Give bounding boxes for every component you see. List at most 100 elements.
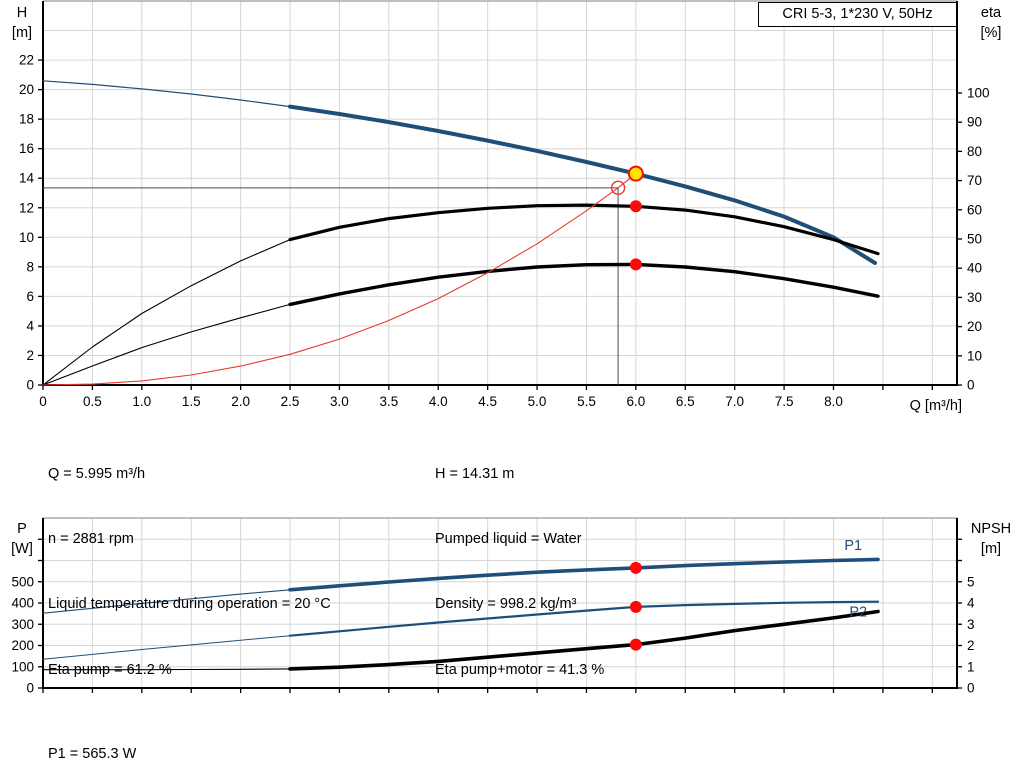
left-axis-title-p: P [W]: [2, 519, 42, 559]
power-annotations: P1 = 565.3 W P2 = 381.5 W NPSH = 2.04 m: [48, 700, 149, 781]
eta-pump-point: [629, 200, 642, 213]
right-axis-title-eta: eta [%]: [965, 3, 1017, 43]
y2-tick-label: 3: [967, 617, 975, 632]
x-tick-label: 6.5: [676, 394, 695, 409]
qh-tick-labels: 0 0.5 1.0 1.5 2.0 2.5 3.0 3.5 4.0 4.5 5.0 5.5 6.0 6.5…: [19, 53, 990, 409]
y-tick-label: 6: [26, 289, 34, 304]
y2-tick-label: 30: [967, 290, 982, 305]
axis-title-line: eta: [980, 5, 1002, 21]
power-npsh-chart: 0 100 200 300 400 500 0 1 2 3 4 5 P1 P2: [11, 517, 975, 696]
y2-tick-label: 90: [967, 115, 982, 130]
y-tick-label: 22: [19, 53, 34, 68]
axis-title-line: Q [m³/h]: [909, 398, 962, 414]
x-tick-label: 7.0: [725, 394, 744, 409]
npsh-curve-thin: [42, 668, 291, 671]
x-tick-label: 0.5: [83, 394, 102, 409]
pump-curve: [288, 104, 877, 265]
power-tick-labels: 0 100 200 300 400 500 0 1 2 3 4 5: [11, 574, 975, 695]
eta-pump-motor-curve: [288, 262, 880, 307]
series-label-p2: P2: [849, 605, 867, 621]
y-tick-label: 10: [19, 230, 34, 245]
duty-point-annotations-right: H = 14.31 m Pumped liquid = Water Densit…: [435, 420, 604, 725]
y2-tick-label: 2: [967, 638, 975, 653]
y-tick-label: 20: [19, 82, 34, 97]
p2-point: [629, 600, 642, 613]
annotation-line: Pumped liquid = Water: [435, 530, 582, 547]
x-tick-label: 2.0: [231, 394, 250, 409]
npsh-curve: [288, 609, 880, 671]
x-tick-label: 4.0: [429, 394, 448, 409]
annotation-line: Density = 998.2 kg/m³: [435, 596, 577, 613]
y2-tick-label: 70: [967, 173, 982, 188]
y2-tick-label: 60: [967, 202, 982, 217]
axis-title-line: P: [17, 521, 27, 537]
y-tick-label: 200: [11, 638, 34, 653]
series-label-p1: P1: [844, 538, 862, 554]
npsh-point: [629, 638, 642, 651]
x-tick-label: 3.0: [330, 394, 349, 409]
annotation-line: Q = 5.995 m³/h: [48, 465, 146, 482]
pump-title-box: CRI 5-3, 1*230 V, 50Hz: [758, 2, 957, 27]
y2-tick-label: 10: [967, 348, 982, 363]
axis-title-line: [W]: [11, 541, 33, 557]
annotation-line: H = 14.31 m: [435, 465, 515, 482]
operating-point: [627, 165, 644, 182]
qh-ticks: [38, 59, 962, 390]
axis-title-line: [%]: [980, 25, 1002, 41]
system-curve: [42, 173, 637, 386]
axis-title-line: [m]: [11, 25, 33, 41]
y-tick-label: 18: [19, 112, 34, 127]
y2-tick-label: 0: [967, 378, 975, 393]
p2-curve: [288, 600, 880, 637]
y-tick-label: 300: [11, 617, 34, 632]
x-tick-label: 6.0: [626, 394, 645, 409]
y-tick-label: 16: [19, 141, 34, 156]
y-tick-label: 0: [26, 378, 34, 393]
axis-title-line: H: [16, 5, 28, 21]
eta-pump-motor-curve-thin: [42, 303, 291, 386]
eta-pump-curve-thin: [42, 239, 291, 386]
y2-tick-label: 20: [967, 319, 982, 334]
y-tick-label: 12: [19, 200, 34, 215]
x-tick-label: 8.0: [824, 394, 843, 409]
x-tick-label: 1.0: [132, 394, 151, 409]
p1-point: [629, 561, 642, 574]
right-axis-title-npsh: NPSH [m]: [958, 519, 1024, 559]
y-tick-label: 14: [19, 171, 35, 186]
annotation-line: n = 2881 rpm: [48, 530, 134, 547]
y2-tick-label: 100: [967, 85, 990, 100]
y-tick-label: 100: [11, 659, 34, 674]
x-tick-label: 1.5: [182, 394, 201, 409]
y2-tick-label: 50: [967, 231, 982, 246]
y2-tick-label: 5: [967, 574, 975, 589]
power-ticks: [38, 538, 962, 693]
y-tick-label: 0: [26, 681, 34, 696]
x-tick-label: 3.5: [379, 394, 398, 409]
y2-tick-label: 80: [967, 144, 982, 159]
duty-point-annotations-left: Q = 5.995 m³/h n = 2881 rpm Liquid tempe…: [48, 420, 331, 725]
x-tick-label: 5.5: [577, 394, 596, 409]
y-tick-label: 500: [11, 574, 34, 589]
x-tick-label: 2.5: [281, 394, 300, 409]
y-tick-label: 4: [26, 318, 34, 333]
left-axis-title-h: H [m]: [2, 3, 42, 43]
axis-title-line: [m]: [980, 541, 1002, 557]
p1-curve: [288, 557, 880, 592]
x-axis-title-q: Q [m³/h]: [862, 396, 962, 416]
y-tick-label: 8: [26, 259, 34, 274]
annotation-line: P1 = 565.3 W: [48, 745, 137, 762]
annotation-line: Eta pump = 61.2 %: [48, 661, 172, 678]
y-tick-label: 400: [11, 596, 34, 611]
y2-tick-label: 40: [967, 261, 982, 276]
y2-tick-label: 4: [967, 596, 975, 611]
eta-pump-curve: [288, 203, 880, 256]
annotation-line: Liquid temperature during operation = 20…: [48, 596, 331, 613]
eta-pump-motor-point: [629, 258, 642, 271]
x-tick-label: 7.5: [775, 394, 794, 409]
y-tick-label: 2: [26, 348, 34, 363]
qh-crosshair: [43, 187, 619, 385]
annotation-line: Eta pump+motor = 41.3 %: [435, 661, 605, 678]
qh-grid: [43, 1, 957, 385]
